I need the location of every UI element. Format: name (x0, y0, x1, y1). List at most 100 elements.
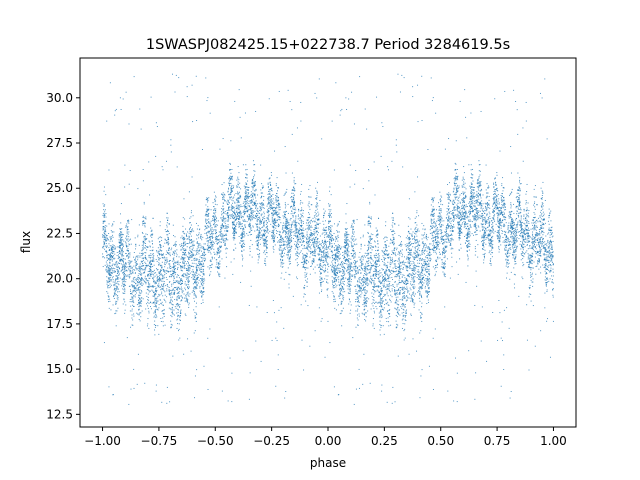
data-point (271, 339, 273, 341)
data-point (102, 235, 104, 236)
data-point (412, 86, 414, 88)
data-point (460, 232, 462, 234)
data-point (335, 273, 337, 275)
data-point (501, 229, 503, 231)
data-point (305, 254, 307, 256)
data-point (141, 284, 143, 286)
data-point (422, 228, 424, 230)
data-point (207, 214, 209, 216)
data-point (125, 304, 127, 306)
data-point (443, 262, 445, 264)
data-point (402, 316, 404, 318)
data-point (365, 278, 367, 280)
data-point (414, 236, 416, 238)
data-point (126, 337, 128, 339)
data-point (205, 213, 207, 215)
data-point (550, 233, 552, 235)
data-point (516, 199, 518, 201)
data-point (253, 203, 255, 205)
data-point (322, 251, 324, 253)
data-point (149, 290, 151, 292)
data-point (411, 235, 413, 237)
data-point (411, 274, 413, 276)
data-point (331, 291, 333, 293)
data-point (310, 232, 312, 234)
data-point (215, 235, 217, 237)
data-point (140, 272, 142, 274)
data-point (203, 277, 205, 279)
data-point (385, 274, 387, 276)
data-point (273, 234, 275, 236)
data-point (421, 234, 423, 236)
data-point (536, 235, 538, 237)
data-point (436, 235, 438, 237)
data-point (360, 296, 362, 298)
data-point (226, 234, 228, 236)
data-point (342, 277, 344, 279)
data-point (522, 160, 524, 162)
data-point (411, 298, 413, 300)
data-point (468, 202, 470, 204)
data-point (352, 274, 354, 276)
data-point (114, 283, 116, 285)
data-point (358, 295, 360, 297)
data-point (121, 282, 123, 284)
data-point (195, 271, 197, 273)
data-point (138, 306, 140, 308)
data-point (323, 256, 325, 258)
data-point (266, 240, 268, 242)
data-point (201, 149, 203, 151)
data-point (484, 228, 486, 230)
data-point (273, 237, 275, 239)
data-point (431, 199, 433, 201)
data-point (518, 295, 520, 297)
data-point (303, 288, 305, 290)
data-point (119, 250, 121, 252)
data-point (404, 288, 406, 290)
data-point (253, 184, 255, 186)
data-point (315, 236, 317, 238)
data-point (382, 280, 384, 282)
data-point (382, 278, 384, 280)
data-point (496, 187, 498, 189)
data-point (131, 286, 133, 288)
data-point (168, 230, 170, 232)
data-point (131, 296, 133, 298)
data-point (288, 263, 290, 265)
data-point (209, 222, 211, 224)
data-point (210, 247, 212, 249)
data-point (328, 266, 330, 268)
data-point (256, 240, 258, 242)
data-point (168, 232, 170, 234)
data-point (287, 243, 289, 245)
data-point (461, 205, 463, 207)
data-point (188, 304, 190, 306)
data-point (331, 257, 333, 259)
data-point (385, 221, 387, 223)
data-point (109, 259, 111, 261)
data-point (348, 258, 350, 260)
data-point (418, 266, 420, 268)
data-point (131, 317, 133, 319)
data-point (335, 259, 337, 261)
data-point (370, 233, 372, 235)
data-point (301, 183, 303, 185)
data-point (216, 261, 218, 263)
data-point (506, 261, 508, 263)
data-point (230, 140, 232, 142)
data-point (231, 205, 233, 207)
data-point (482, 227, 484, 229)
data-point (169, 260, 171, 262)
data-point (220, 234, 222, 236)
data-point (440, 224, 442, 226)
data-point (135, 288, 137, 290)
data-point (120, 253, 122, 255)
data-point (150, 263, 152, 265)
data-point (547, 278, 549, 280)
data-point (378, 301, 380, 303)
data-point (124, 262, 126, 264)
data-point (166, 290, 168, 292)
data-point (132, 319, 134, 321)
data-point (478, 184, 480, 186)
data-point (313, 239, 315, 241)
